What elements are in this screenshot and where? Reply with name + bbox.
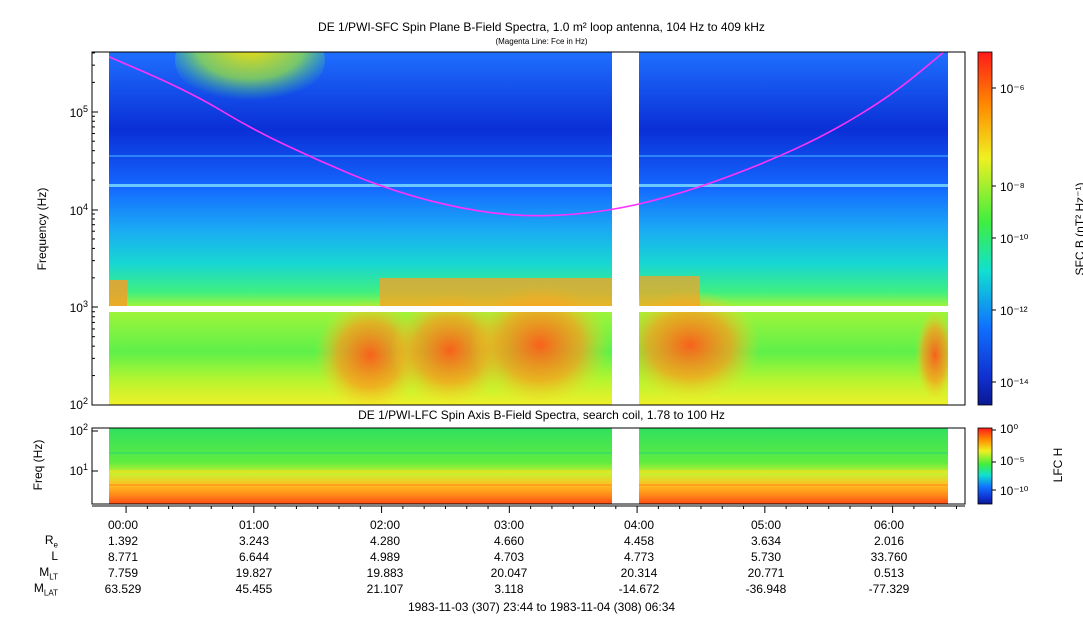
sfc-yaxis — [92, 52, 98, 406]
ephem-value-mlt: 19.883 — [366, 566, 404, 580]
sfc-cbar-tick: 10⁻⁶ — [1000, 82, 1025, 96]
time-tick-label: 00:00 — [107, 518, 139, 532]
ephem-value-re: 2.016 — [873, 534, 905, 548]
lfc-cbar-tick: 10⁻⁵ — [1000, 454, 1025, 468]
sfc-cbar-tick: 10⁻¹⁴ — [1000, 376, 1029, 390]
ephem-value-l: 4.773 — [623, 550, 655, 564]
sfc-ytick-1e2: 102 — [69, 396, 88, 412]
ephem-label-l: L — [51, 549, 58, 563]
sfc-frame — [91, 51, 966, 406]
colorbar-ticks — [992, 87, 996, 491]
time-tick-label: 02:00 — [369, 518, 401, 532]
ephem-value-l: 4.703 — [493, 550, 525, 564]
lfc-cbar-tick: 10⁻¹⁰ — [1000, 484, 1029, 498]
ephem-value-re: 4.660 — [493, 534, 525, 548]
lfc-colorbar — [977, 427, 993, 505]
time-tick-label: 06:00 — [873, 518, 905, 532]
ephem-value-l: 8.771 — [107, 550, 139, 564]
fce-line — [109, 52, 945, 217]
ephem-value-mlt: 0.513 — [873, 566, 905, 580]
ephem-value-mlat: 45.455 — [235, 582, 273, 596]
ephem-label-mlat: MLAT — [33, 581, 58, 598]
sfc-spectrogram — [91, 51, 966, 406]
lfc-ytick-1e1: 101 — [69, 462, 88, 478]
ephem-value-l: 6.644 — [238, 550, 270, 564]
sfc-colorbar — [977, 51, 993, 406]
ephem-value-l: 4.989 — [369, 550, 401, 564]
sfc-cbar-tick: 10⁻¹⁰ — [1000, 232, 1029, 246]
sfc-ytick-1e3: 103 — [69, 299, 88, 315]
sfc-cbar-tick: 10⁻⁸ — [1000, 180, 1025, 194]
ephem-value-re: 4.280 — [369, 534, 401, 548]
time-tick-label: 01:00 — [238, 518, 270, 532]
lfc-data-gap — [612, 428, 639, 504]
time-axis — [92, 505, 965, 513]
ephem-value-mlat: 63.529 — [104, 582, 142, 596]
ephem-label-re: Re — [44, 533, 58, 550]
ephem-value-mlat: 21.107 — [366, 582, 404, 596]
ephem-value-re: 3.634 — [750, 534, 782, 548]
sfc-ytick-1e5: 105 — [69, 104, 88, 120]
ephem-value-l: 5.730 — [750, 550, 782, 564]
ephem-value-mlt: 20.314 — [620, 566, 658, 580]
ephem-value-re: 3.243 — [238, 534, 270, 548]
time-tick-label: 04:00 — [623, 518, 655, 532]
ephem-value-re: 1.392 — [107, 534, 139, 548]
time-tick-label: 03:00 — [493, 518, 525, 532]
sfc-cbar-tick: 10⁻¹² — [1000, 304, 1028, 318]
ephem-label-mlt: MLT — [39, 565, 58, 582]
sfc-data-gap — [612, 52, 639, 405]
time-tick-label: 05:00 — [750, 518, 782, 532]
ephem-value-mlat: -77.329 — [868, 582, 910, 596]
bottom-panel-title: DE 1/PWI-LFC Spin Axis B-Field Spectra, … — [358, 408, 725, 422]
ephem-value-mlt: 20.771 — [747, 566, 785, 580]
ephem-value-mlat: 3.118 — [494, 582, 524, 596]
ephem-value-mlat: -14.672 — [618, 582, 660, 596]
ephem-value-mlt: 20.047 — [490, 566, 528, 580]
top-panel-subtitle: (Magenta Line: Fce in Hz) — [495, 37, 588, 46]
sfc-frequency-gap — [109, 306, 948, 312]
top-panel-title: DE 1/PWI-SFC Spin Plane B-Field Spectra,… — [318, 20, 765, 34]
ephem-value-re: 4.458 — [623, 534, 655, 548]
lfc-background — [109, 428, 948, 504]
lfc-ytick-1e2: 102 — [69, 422, 88, 438]
lfc-spectrogram — [91, 427, 966, 505]
ephem-value-l: 33.760 — [870, 550, 908, 564]
ephem-value-mlt: 7.759 — [107, 566, 139, 580]
time-range-footer: 1983-11-03 (307) 23:44 to 1983-11-04 (30… — [407, 600, 676, 614]
sfc-ytick-1e4: 104 — [69, 202, 88, 218]
ephem-value-mlt: 19.827 — [235, 566, 273, 580]
sfc-features — [109, 52, 948, 405]
lfc-cbar-tick: 10⁰ — [1000, 422, 1019, 436]
ephem-value-mlat: -36.948 — [745, 582, 787, 596]
lfc-frame — [91, 427, 966, 505]
